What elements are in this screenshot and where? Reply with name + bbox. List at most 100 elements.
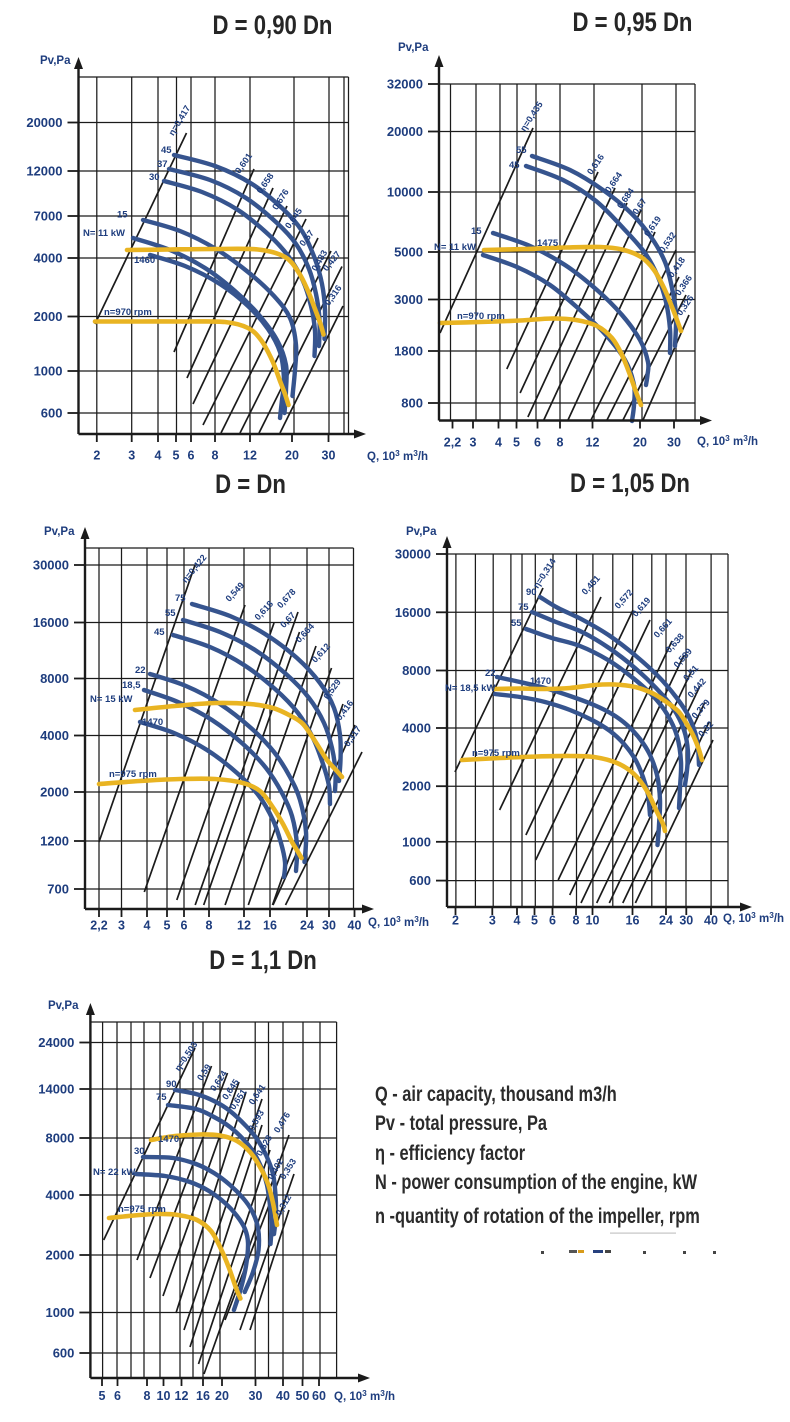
svg-text:22: 22 [485, 668, 496, 679]
svg-text:18,5: 18,5 [122, 680, 141, 691]
svg-text:2000: 2000 [34, 309, 63, 324]
svg-text:30: 30 [134, 1146, 145, 1157]
svg-text:30: 30 [249, 1389, 263, 1403]
svg-text:n=975 rpm: n=975 rpm [109, 769, 157, 780]
svg-text:30: 30 [667, 436, 681, 450]
svg-text:5: 5 [531, 914, 538, 928]
svg-text:20: 20 [285, 449, 299, 463]
svg-text:12: 12 [175, 1389, 189, 1403]
svg-text:90: 90 [166, 1079, 177, 1090]
svg-text:20: 20 [215, 1389, 229, 1403]
svg-text:1460: 1460 [134, 255, 155, 266]
svg-text:8: 8 [557, 436, 564, 450]
svg-text:1470: 1470 [142, 717, 163, 728]
svg-text:1800: 1800 [394, 344, 423, 359]
svg-text:2,2: 2,2 [90, 919, 107, 933]
svg-text:55: 55 [511, 618, 522, 629]
svg-text:Pv - total pressure, Pa: Pv - total pressure, Pa [375, 1111, 547, 1134]
svg-text:Q, 103 m3/h: Q, 103 m3/h [334, 1388, 395, 1403]
svg-text:600: 600 [409, 873, 431, 888]
svg-text:4: 4 [514, 914, 521, 928]
svg-text:Q, 103 m3/h: Q, 103 m3/h [367, 448, 428, 463]
svg-text:1470: 1470 [158, 1134, 179, 1145]
svg-text:30: 30 [149, 172, 160, 183]
svg-text:6: 6 [549, 914, 556, 928]
svg-text:40: 40 [276, 1389, 290, 1403]
svg-text:D = Dn: D = Dn [215, 470, 286, 500]
svg-text:N= 11 kW: N= 11 kW [434, 242, 476, 253]
svg-text:24: 24 [300, 919, 314, 933]
svg-text:20000: 20000 [26, 115, 62, 130]
svg-text:6: 6 [114, 1389, 121, 1403]
svg-text:3: 3 [128, 449, 135, 463]
svg-text:3: 3 [489, 914, 496, 928]
svg-text:D = 1,05 Dn: D = 1,05 Dn [570, 469, 690, 499]
svg-text:8: 8 [206, 919, 213, 933]
svg-text:30: 30 [322, 919, 336, 933]
svg-text:2: 2 [93, 449, 100, 463]
svg-text:2000: 2000 [40, 785, 69, 800]
svg-text:15: 15 [471, 226, 482, 237]
svg-text:600: 600 [41, 406, 63, 421]
svg-text:4: 4 [155, 449, 162, 463]
svg-text:45: 45 [161, 145, 172, 156]
svg-text:14000: 14000 [38, 1082, 74, 1097]
svg-text:Pv,Pa: Pv,Pa [398, 42, 429, 54]
svg-text:24: 24 [659, 914, 673, 928]
svg-text:90: 90 [526, 587, 537, 598]
svg-text:n=970 rpm: n=970 rpm [457, 311, 505, 322]
svg-text:1475: 1475 [537, 238, 559, 249]
svg-text:8: 8 [573, 914, 580, 928]
svg-text:15: 15 [117, 210, 128, 221]
svg-text:700: 700 [47, 882, 69, 897]
svg-text:55: 55 [516, 145, 527, 156]
svg-text:10: 10 [586, 914, 600, 928]
svg-text:6: 6 [188, 449, 195, 463]
svg-text:5: 5 [99, 1389, 106, 1403]
svg-text:40: 40 [348, 919, 362, 933]
svg-text:n=975 rpm: n=975 rpm [118, 1204, 166, 1215]
svg-text:3: 3 [118, 919, 125, 933]
svg-text:6: 6 [534, 436, 541, 450]
svg-text:D = 0,90 Dn: D = 0,90 Dn [213, 11, 333, 41]
svg-text:2: 2 [452, 914, 459, 928]
svg-text:N= 11 kW: N= 11 kW [83, 228, 125, 239]
svg-text:Q, 103 m3/h: Q, 103 m3/h [697, 433, 758, 448]
svg-text:Q, 103 m3/h: Q, 103 m3/h [368, 914, 429, 929]
svg-text:45: 45 [154, 627, 165, 638]
svg-text:75: 75 [518, 602, 529, 613]
svg-text:20000: 20000 [387, 124, 423, 139]
svg-text:32000: 32000 [387, 77, 423, 92]
svg-text:37: 37 [157, 159, 168, 170]
svg-text:3: 3 [470, 436, 477, 450]
svg-text:55: 55 [165, 608, 176, 619]
svg-text:2000: 2000 [402, 779, 431, 794]
svg-text:30000: 30000 [33, 558, 69, 573]
svg-text:30: 30 [322, 449, 336, 463]
svg-text:5: 5 [173, 449, 180, 463]
svg-text:40: 40 [704, 914, 718, 928]
svg-text:5: 5 [513, 436, 520, 450]
svg-text:12: 12 [243, 449, 257, 463]
svg-text:4: 4 [495, 436, 502, 450]
svg-text:16: 16 [196, 1389, 210, 1403]
svg-text:1000: 1000 [34, 364, 63, 379]
svg-text:20: 20 [633, 436, 647, 450]
svg-text:N - power consumption of the e: N - power consumption of the engine, kW [375, 1170, 697, 1193]
svg-text:n=970 rpm: n=970 rpm [104, 307, 152, 318]
svg-text:16000: 16000 [395, 605, 431, 620]
svg-text:1000: 1000 [402, 834, 431, 849]
svg-text:16000: 16000 [33, 615, 69, 630]
svg-text:12: 12 [237, 919, 251, 933]
svg-text:12: 12 [586, 436, 600, 450]
svg-text:800: 800 [401, 396, 423, 411]
svg-text:n -quantity of rotation of the: n -quantity of rotation of the impeller,… [375, 1204, 700, 1227]
svg-text:1000: 1000 [45, 1305, 74, 1320]
svg-text:10000: 10000 [387, 185, 423, 200]
svg-text:8: 8 [144, 1389, 151, 1403]
svg-text:4000: 4000 [402, 721, 431, 736]
svg-text:8: 8 [212, 449, 219, 463]
svg-text:16: 16 [626, 914, 640, 928]
svg-text:N= 15 kW: N= 15 kW [90, 694, 133, 705]
svg-text:45: 45 [509, 160, 520, 171]
